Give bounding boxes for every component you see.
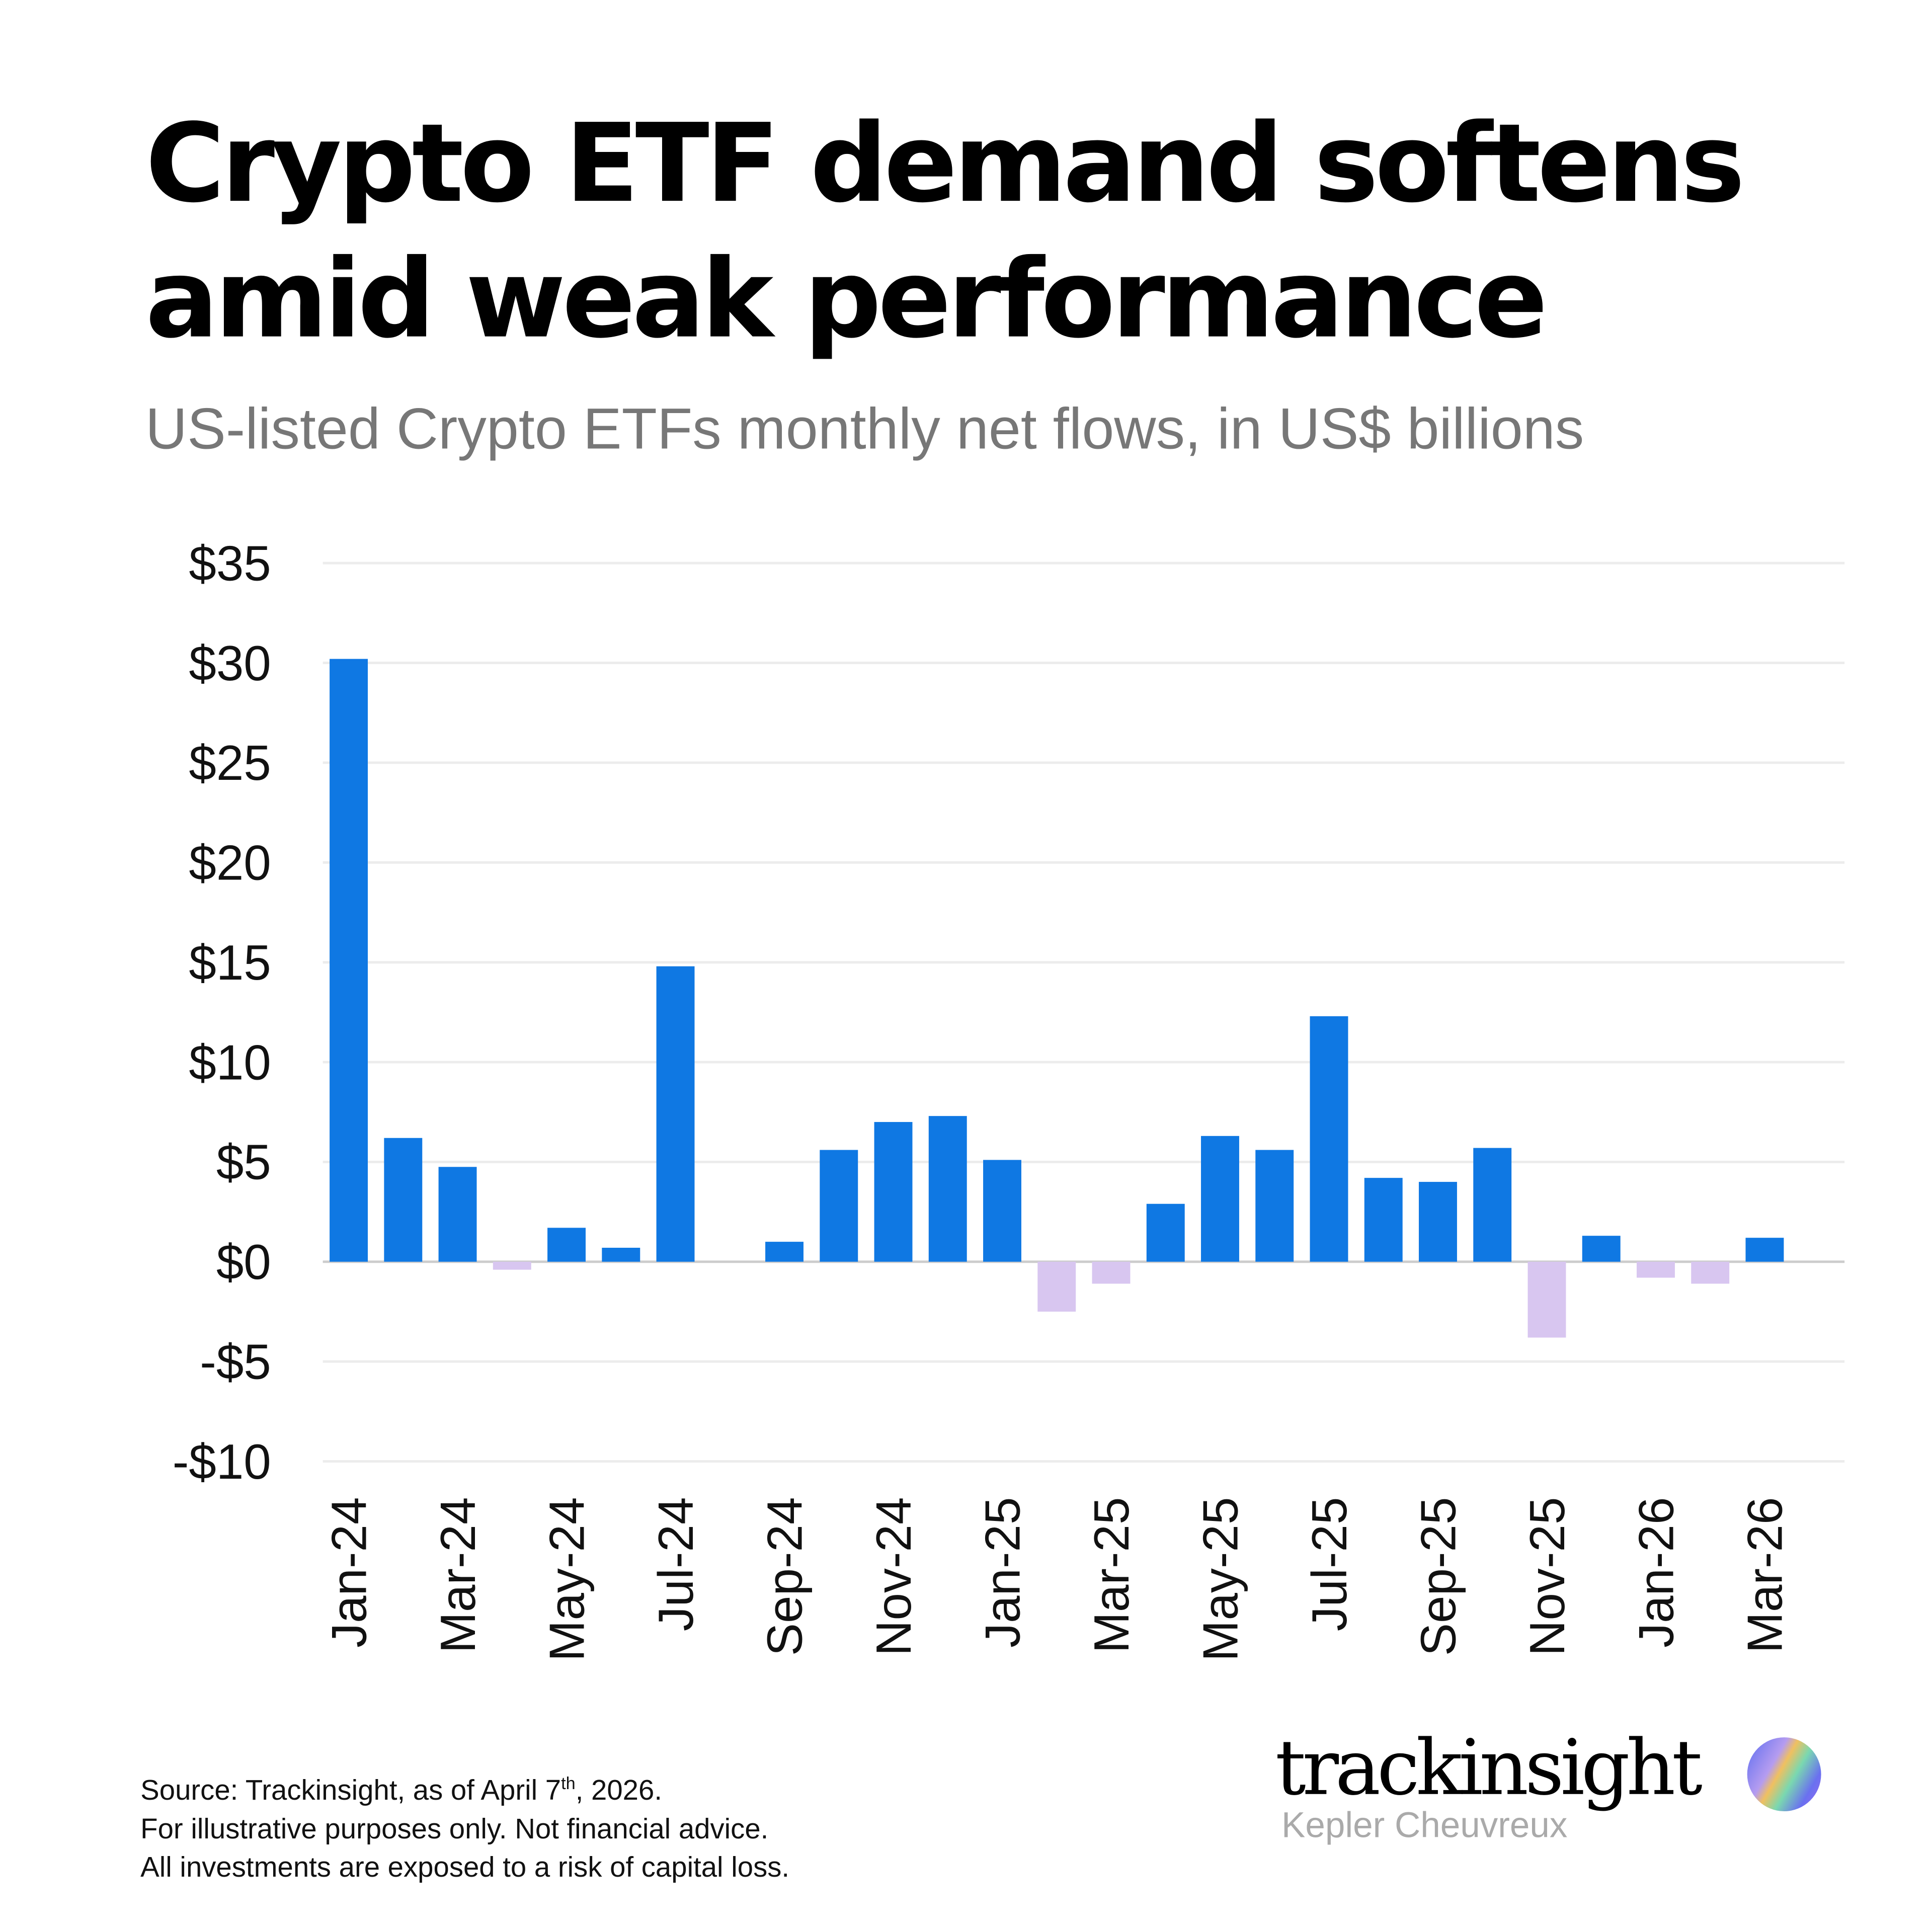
bar-sep-25 bbox=[1419, 1182, 1457, 1262]
footer-notes: Source: Trackinsight, as of April 7th, 2… bbox=[140, 1764, 789, 1886]
x-tick-label: Mar-26 bbox=[1737, 1497, 1793, 1653]
y-tick-label: $0 bbox=[216, 1234, 271, 1290]
bar-oct-24 bbox=[820, 1150, 858, 1262]
risk-note: All investments are exposed to a risk of… bbox=[140, 1850, 790, 1883]
bar-oct-25 bbox=[1473, 1148, 1512, 1262]
chart-title: Crypto ETF demand softens amid weak perf… bbox=[145, 96, 1745, 367]
x-tick-label: Jan-26 bbox=[1628, 1497, 1683, 1648]
y-tick-label: -$10 bbox=[173, 1434, 271, 1489]
x-tick-label: Sep-24 bbox=[757, 1497, 812, 1656]
bar-jun-24 bbox=[602, 1248, 640, 1262]
x-tick-label: Jul-24 bbox=[648, 1497, 703, 1632]
y-tick-label: $30 bbox=[189, 635, 271, 691]
bar-feb-26 bbox=[1691, 1261, 1730, 1284]
x-tick-label: Nov-25 bbox=[1519, 1497, 1575, 1656]
x-tick-label: Jul-25 bbox=[1302, 1497, 1357, 1632]
x-tick-label: Sep-25 bbox=[1410, 1497, 1466, 1656]
x-tick-label: Jan-24 bbox=[321, 1497, 376, 1648]
bar-apr-24 bbox=[493, 1261, 531, 1270]
bar-jul-25 bbox=[1310, 1016, 1348, 1262]
x-tick-label: Mar-25 bbox=[1084, 1497, 1139, 1653]
x-tick-label: Nov-24 bbox=[866, 1497, 921, 1656]
x-tick-label: Mar-24 bbox=[430, 1497, 486, 1653]
source-note: Source: Trackinsight, as of April 7th, 2… bbox=[140, 1773, 662, 1806]
title-line-1: Crypto ETF demand softens bbox=[145, 100, 1745, 227]
bar-dec-25 bbox=[1582, 1236, 1621, 1262]
bar-aug-25 bbox=[1364, 1178, 1403, 1262]
x-tick-label: Jan-25 bbox=[975, 1497, 1030, 1648]
bar-chart: $35 $30 $25 $20 $15 $10 $5 $0 -$5 -$10 Jan-24 Mar-2… bbox=[173, 535, 1845, 1662]
y-tick-label: $35 bbox=[189, 535, 271, 591]
bar-mar-24 bbox=[438, 1167, 477, 1262]
y-tick-label: -$5 bbox=[200, 1334, 271, 1389]
bar-nov-25 bbox=[1527, 1261, 1566, 1338]
chart-subtitle: US-listed Crypto ETFs monthly net flows,… bbox=[145, 395, 1584, 461]
kepler-cheuvreux-label: Kepler Cheuvreux bbox=[1281, 1806, 1568, 1846]
bar-sep-24 bbox=[765, 1242, 803, 1262]
title-line-2: amid weak performance bbox=[145, 235, 1548, 363]
bar-may-24 bbox=[547, 1228, 586, 1262]
bar-jan-25 bbox=[983, 1160, 1021, 1262]
bar-mar-25 bbox=[1092, 1261, 1131, 1284]
bar-may-25 bbox=[1201, 1136, 1239, 1262]
bar-nov-24 bbox=[874, 1122, 913, 1262]
bar-apr-25 bbox=[1146, 1203, 1185, 1262]
y-tick-label: $20 bbox=[189, 835, 271, 891]
bar-feb-25 bbox=[1037, 1261, 1076, 1312]
y-tick-label: $10 bbox=[189, 1034, 271, 1090]
bar-jan-26 bbox=[1637, 1261, 1675, 1278]
bar-dec-24 bbox=[928, 1116, 967, 1262]
bar-mar-26 bbox=[1745, 1238, 1784, 1262]
y-tick-label: $15 bbox=[189, 935, 271, 990]
trackinsight-logo: trackinsight bbox=[1275, 1722, 1703, 1813]
bar-jan-24 bbox=[330, 659, 368, 1262]
logo-orb-icon bbox=[1747, 1737, 1821, 1812]
bar-jul-24 bbox=[656, 966, 695, 1262]
y-tick-label: $25 bbox=[189, 735, 271, 790]
x-tick-label: May-25 bbox=[1192, 1497, 1248, 1662]
disclaimer: For illustrative purposes only. Not fina… bbox=[140, 1812, 769, 1844]
y-tick-label: $5 bbox=[216, 1135, 271, 1190]
bar-feb-24 bbox=[384, 1138, 423, 1262]
x-tick-label: May-24 bbox=[539, 1497, 594, 1662]
bar-jun-25 bbox=[1255, 1150, 1294, 1262]
